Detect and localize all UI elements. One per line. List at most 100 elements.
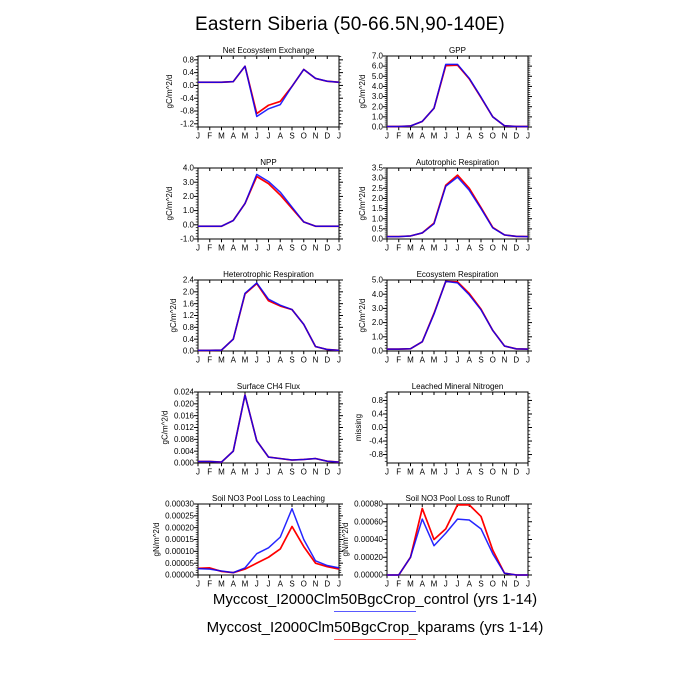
x-tick-label: O bbox=[301, 580, 307, 589]
legend-entry-control: Myccost_I2000Clm50BgcCrop_control (yrs 1… bbox=[25, 592, 700, 612]
x-tick-label: A bbox=[278, 468, 284, 477]
y-axis-label: gC/m^2/d bbox=[165, 75, 174, 109]
x-tick-label: J bbox=[444, 356, 448, 365]
figure-title: Eastern Siberia (50-66.5N,90-140E) bbox=[195, 14, 505, 35]
y-tick-label: 7.0 bbox=[372, 52, 384, 61]
y-tick-label: 3.0 bbox=[372, 174, 384, 183]
x-tick-label: N bbox=[502, 580, 508, 589]
axes bbox=[383, 503, 532, 579]
x-tick-label: J bbox=[267, 468, 271, 477]
y-tick-label: 2.0 bbox=[183, 287, 195, 296]
y-tick-label: 2.5 bbox=[372, 184, 384, 193]
y-tick-label: 0.8 bbox=[372, 396, 384, 405]
legend: Myccost_I2000Clm50BgcCrop_control (yrs 1… bbox=[25, 592, 700, 648]
x-tick-label: N bbox=[313, 580, 319, 589]
legend-line-sample-kparams bbox=[334, 639, 416, 640]
y-tick-label: 1.0 bbox=[372, 214, 384, 223]
subplot-title: Heterotrophic Respiration bbox=[223, 270, 314, 279]
x-tick-label: A bbox=[278, 244, 284, 253]
series-control-line bbox=[198, 282, 340, 352]
x-tick-label: J bbox=[526, 580, 530, 589]
series-control-line bbox=[387, 518, 528, 576]
y-tick-label: -0.8 bbox=[369, 450, 383, 459]
x-tick-label: D bbox=[324, 132, 330, 141]
y-tick-label: 0.004 bbox=[174, 447, 195, 456]
axes bbox=[383, 55, 532, 131]
chart-canvas-heterotrophic-respiration: Heterotrophic Respiration 0.0 0.4 0.8 1.2 1.6… bbox=[169, 270, 343, 365]
x-tick-label: J bbox=[337, 132, 341, 141]
series-kparams-line bbox=[387, 64, 528, 128]
chart-canvas-soil-no3-pool-loss-to-leaching: Soil NO3 Pool Loss to Leaching 0.00000 0.0… bbox=[152, 494, 343, 589]
chart-canvas-soil-no3-pool-loss-to-runoff: Soil NO3 Pool Loss to Runoff 0.00000 0.000… bbox=[341, 494, 532, 589]
x-tick-label: A bbox=[467, 580, 473, 589]
x-tick-label: N bbox=[313, 356, 319, 365]
x-tick-label: O bbox=[490, 580, 496, 589]
y-tick-label: 4.0 bbox=[183, 164, 195, 173]
y-tick-label: 3.0 bbox=[183, 178, 195, 187]
y-tick-label: 0.00020 bbox=[165, 523, 194, 532]
subplot-gpp: GPP 0.0 1.0 2.0 3.0 4.0 5.0 6.0 7.0 J F M A M J J A S O N D J… bbox=[332, 44, 532, 147]
x-tick-label: J bbox=[337, 468, 341, 477]
y-tick-label: 0.0 bbox=[183, 347, 195, 356]
subplot-net-ecosystem-exchange: Net Ecosystem Exchange -1.2 -0.8 -0.4 0.0 0.4… bbox=[143, 44, 343, 147]
y-tick-label: -1.0 bbox=[180, 235, 194, 244]
y-axis-label: missing bbox=[354, 414, 363, 441]
x-tick-label: M bbox=[242, 580, 249, 589]
x-tick-label: N bbox=[502, 132, 508, 141]
x-tick-label: S bbox=[289, 468, 294, 477]
y-tick-label: 0.00020 bbox=[354, 553, 383, 562]
x-tick-label: N bbox=[502, 468, 508, 477]
y-axis-label: gC/m^2/d bbox=[161, 411, 170, 445]
x-tick-label: M bbox=[242, 468, 249, 477]
x-tick-label: F bbox=[396, 580, 401, 589]
legend-line-sample-control bbox=[334, 611, 416, 612]
series-kparams-line bbox=[197, 525, 340, 574]
x-tick-label: N bbox=[502, 356, 508, 365]
series-kparams-line bbox=[198, 65, 340, 115]
x-tick-label: M bbox=[407, 468, 414, 477]
axes bbox=[383, 391, 532, 467]
x-tick-label: M bbox=[431, 244, 438, 253]
x-tick-label: J bbox=[444, 132, 448, 141]
x-tick-label: A bbox=[420, 244, 426, 253]
y-tick-label: 0.00030 bbox=[165, 500, 194, 509]
y-tick-label: 0.00010 bbox=[165, 547, 194, 556]
x-tick-label: J bbox=[196, 580, 200, 589]
x-tick-label: D bbox=[513, 580, 519, 589]
x-tick-label: D bbox=[513, 244, 519, 253]
y-tick-label: 4.0 bbox=[372, 82, 384, 91]
subplot-title: NPP bbox=[260, 158, 276, 167]
series-control-line bbox=[198, 65, 340, 118]
y-tick-label: 5.0 bbox=[372, 276, 384, 285]
y-tick-label: -0.4 bbox=[369, 437, 383, 446]
x-tick-label: F bbox=[396, 132, 401, 141]
x-tick-label: J bbox=[196, 132, 200, 141]
axes bbox=[194, 503, 343, 579]
x-tick-label: A bbox=[278, 580, 284, 589]
y-tick-label: 3.5 bbox=[372, 164, 384, 173]
axes bbox=[383, 167, 532, 243]
x-tick-label: O bbox=[490, 468, 496, 477]
x-tick-label: S bbox=[289, 580, 294, 589]
x-tick-label: O bbox=[301, 468, 307, 477]
y-tick-label: 1.2 bbox=[183, 311, 195, 320]
x-tick-label: J bbox=[255, 244, 259, 253]
x-tick-label: A bbox=[467, 132, 473, 141]
x-tick-label: O bbox=[301, 132, 307, 141]
subplot-title: Net Ecosystem Exchange bbox=[223, 46, 315, 55]
x-tick-label: J bbox=[255, 580, 259, 589]
axes bbox=[383, 279, 532, 355]
x-tick-label: M bbox=[407, 580, 414, 589]
x-tick-label: J bbox=[196, 244, 200, 253]
chart-canvas-autotrophic-respiration: Autotrophic Respiration 0.0 0.51.01.52.02.… bbox=[358, 158, 532, 253]
y-tick-label: 0.020 bbox=[174, 399, 195, 408]
series-control-line bbox=[198, 394, 340, 463]
x-tick-label: S bbox=[289, 132, 294, 141]
x-tick-label: S bbox=[478, 244, 483, 253]
x-tick-label: D bbox=[324, 356, 330, 365]
x-tick-label: A bbox=[231, 468, 237, 477]
axes bbox=[194, 55, 343, 131]
x-tick-label: J bbox=[526, 244, 530, 253]
x-tick-label: J bbox=[444, 244, 448, 253]
